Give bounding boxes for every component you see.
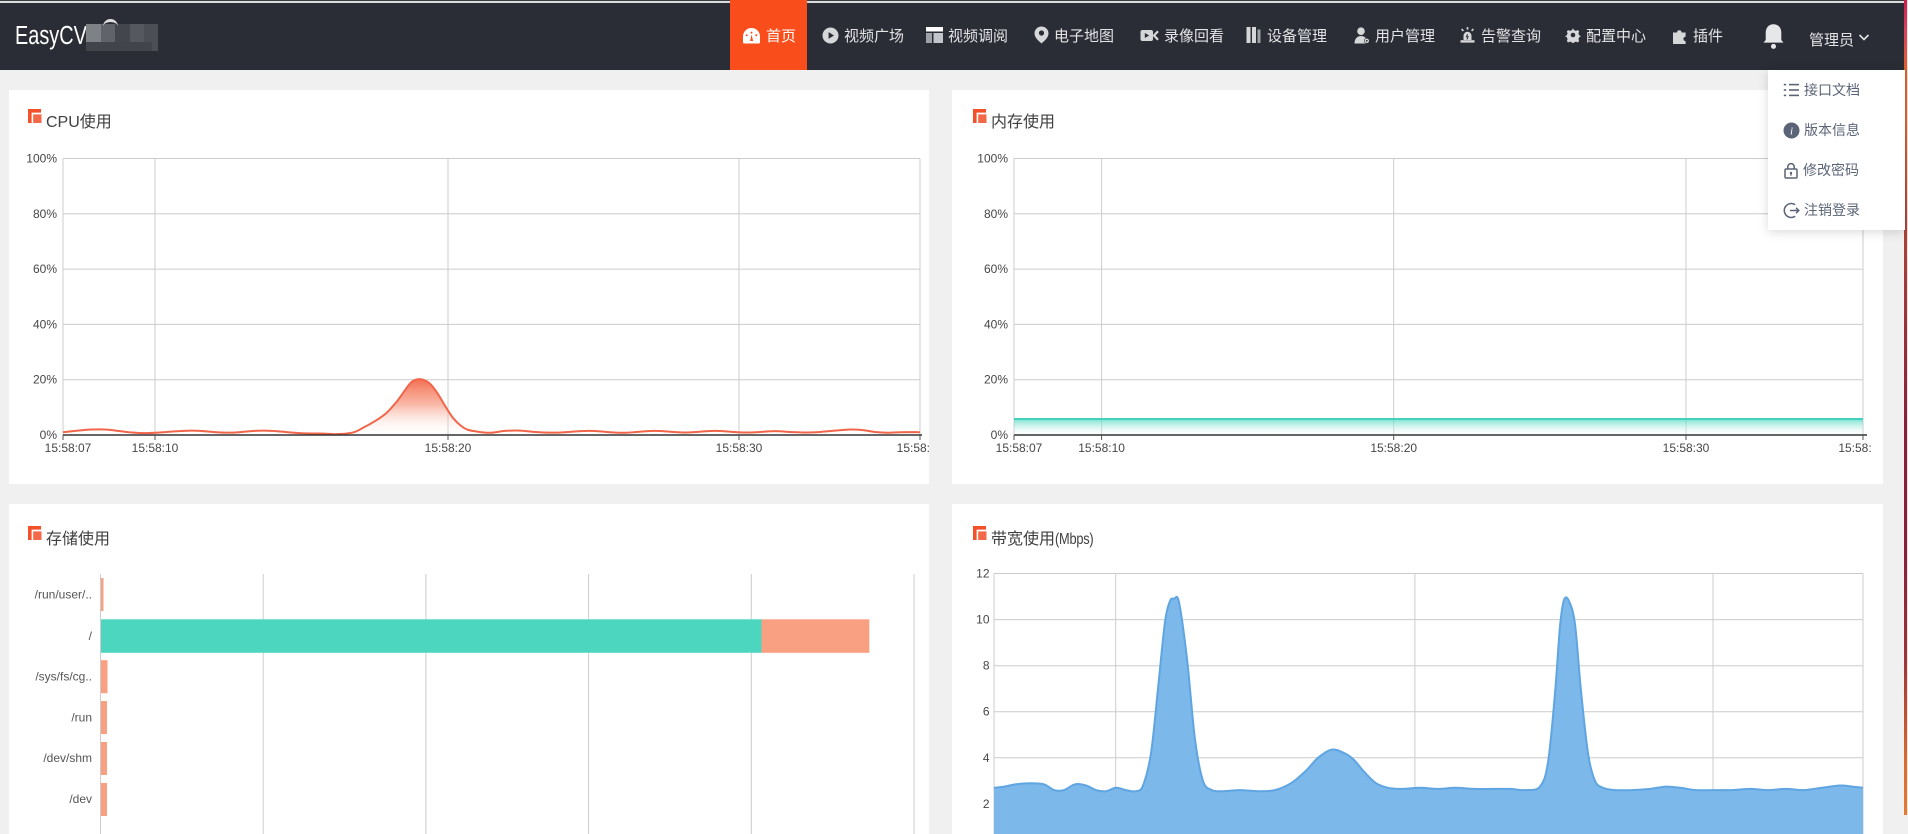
svg-text:8: 8 <box>983 659 990 673</box>
svg-text:15:58:20: 15:58:20 <box>425 441 472 455</box>
svg-text:/: / <box>89 629 93 643</box>
svg-text:/run: /run <box>71 711 92 725</box>
svg-text:i: i <box>1790 125 1793 137</box>
svg-text:100%: 100% <box>977 152 1008 166</box>
svg-text:/dev/shm: /dev/shm <box>43 751 92 765</box>
svg-text:60%: 60% <box>984 262 1008 276</box>
svg-text:60%: 60% <box>33 262 57 276</box>
svg-text:80%: 80% <box>984 207 1008 221</box>
svg-text:4: 4 <box>983 751 990 765</box>
svg-text:15:58:20: 15:58:20 <box>1370 441 1417 455</box>
svg-text:6: 6 <box>983 705 990 719</box>
svg-text:80%: 80% <box>33 207 57 221</box>
svg-text:/dev: /dev <box>69 792 92 806</box>
svg-text:10: 10 <box>976 613 990 627</box>
svg-text:40%: 40% <box>984 317 1008 331</box>
svg-text:15:58:37: 15:58:37 <box>897 441 929 455</box>
svg-text:100%: 100% <box>26 152 57 166</box>
svg-text:20%: 20% <box>984 373 1008 387</box>
svg-text:15:58:: 15:58: <box>1838 441 1871 455</box>
svg-text:15:58:30: 15:58:30 <box>716 441 763 455</box>
svg-text:/run/user/..: /run/user/.. <box>35 588 92 602</box>
svg-text:20%: 20% <box>33 373 57 387</box>
svg-text:40%: 40% <box>33 317 57 331</box>
svg-text:15:58:07: 15:58:07 <box>45 441 92 455</box>
svg-text:12: 12 <box>976 567 990 581</box>
svg-text:0%: 0% <box>40 428 58 442</box>
svg-text:15:58:07: 15:58:07 <box>996 441 1043 455</box>
svg-text:15:58:10: 15:58:10 <box>1078 441 1125 455</box>
svg-text:/sys/fs/cg..: /sys/fs/cg.. <box>35 670 92 684</box>
svg-text:15:58:30: 15:58:30 <box>1663 441 1710 455</box>
svg-text:15:58:10: 15:58:10 <box>132 441 179 455</box>
svg-text:2: 2 <box>983 797 990 811</box>
svg-text:0%: 0% <box>991 428 1009 442</box>
